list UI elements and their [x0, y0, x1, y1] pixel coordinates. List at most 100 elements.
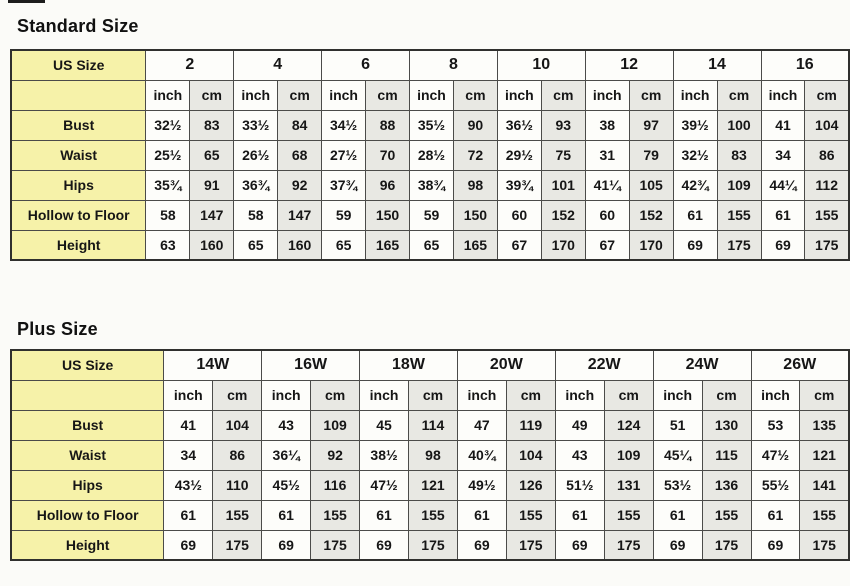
value-cell: 60: [584, 199, 630, 231]
value-cell: 35¾: [145, 169, 191, 201]
value-cell: 126: [505, 469, 556, 501]
inch-unit-cell: inch: [359, 379, 409, 411]
value-cell: 175: [799, 529, 850, 561]
value-cell: 47½: [750, 439, 801, 471]
cm-unit-cell: cm: [189, 79, 235, 111]
inch-unit-cell: inch: [163, 379, 214, 411]
value-cell: 92: [277, 169, 323, 201]
value-cell: 43: [554, 439, 605, 471]
value-cell: 79: [628, 139, 674, 171]
value-cell: 41: [163, 409, 214, 441]
inch-unit-cell: inch: [321, 79, 367, 111]
value-cell: 51: [652, 409, 703, 441]
value-cell: 109: [310, 409, 361, 441]
measurement-row: Hollow to Floor 61 155 61 155 61 155 61 155 61 155…: [10, 499, 850, 531]
value-cell: 100: [716, 109, 762, 141]
value-cell: 41: [760, 109, 806, 141]
value-cell: 39¾: [496, 169, 542, 201]
value-cell: 69: [456, 529, 507, 561]
row-label-cell: Hips: [10, 169, 147, 201]
value-cell: 69: [750, 529, 801, 561]
value-cell: 92: [310, 439, 361, 471]
value-cell: 86: [804, 139, 850, 171]
value-cell: 131: [603, 469, 654, 501]
value-cell: 29½: [496, 139, 542, 171]
inch-unit-cell: inch: [261, 379, 312, 411]
value-cell: 49½: [456, 469, 507, 501]
value-cell: 69: [672, 229, 718, 261]
row-label-cell: Hollow to Floor: [10, 499, 165, 531]
value-cell: 28½: [409, 139, 454, 171]
value-cell: 49: [554, 409, 605, 441]
value-cell: 58: [145, 199, 191, 231]
inch-unit-cell: inch: [145, 79, 191, 111]
row-label-cell: Height: [10, 229, 147, 261]
value-cell: 93: [540, 109, 586, 141]
standard-size-table: US Size 2 4 6 8 10 12 14 16 inch cm inch cm inch cm inc…: [10, 49, 850, 261]
plus-size-title: Plus Size: [17, 319, 98, 339]
value-cell: 175: [804, 229, 850, 261]
value-cell: 45: [359, 409, 409, 441]
cm-unit-cell: cm: [804, 79, 850, 111]
value-cell: 150: [452, 199, 498, 231]
size-header-cell: 16: [760, 49, 850, 81]
cm-unit-cell: cm: [716, 79, 762, 111]
inch-unit-cell: inch: [496, 79, 542, 111]
value-cell: 63: [145, 229, 191, 261]
value-cell: 175: [408, 529, 458, 561]
value-cell: 51½: [554, 469, 605, 501]
value-cell: 61: [261, 499, 312, 531]
value-cell: 136: [701, 469, 752, 501]
value-cell: 114: [408, 409, 458, 441]
inch-unit-cell: inch: [584, 79, 630, 111]
cm-unit-cell: cm: [505, 379, 556, 411]
value-cell: 42¾: [672, 169, 718, 201]
value-cell: 60: [496, 199, 542, 231]
value-cell: 61: [163, 499, 214, 531]
value-cell: 53½: [652, 469, 703, 501]
inch-unit-cell: inch: [233, 79, 279, 111]
value-cell: 34½: [321, 109, 367, 141]
value-cell: 67: [584, 229, 630, 261]
value-cell: 175: [212, 529, 263, 561]
value-cell: 155: [701, 499, 752, 531]
value-cell: 110: [212, 469, 263, 501]
value-cell: 175: [716, 229, 762, 261]
value-cell: 38½: [359, 439, 409, 471]
size-header-cell: 8: [409, 49, 498, 81]
cm-unit-cell: cm: [540, 79, 586, 111]
value-cell: 61: [672, 199, 718, 231]
empty-label-cell: [10, 79, 147, 111]
value-cell: 141: [799, 469, 850, 501]
value-cell: 155: [212, 499, 263, 531]
measurement-row: Hips 35¾ 91 36¾ 92 37¾ 96 38¾ 98 39¾ 101 41¼ 105 42¾ 1…: [10, 169, 850, 201]
value-cell: 155: [804, 199, 850, 231]
value-cell: 155: [716, 199, 762, 231]
row-label-cell: Hips: [10, 469, 165, 501]
value-cell: 38¾: [409, 169, 454, 201]
value-cell: 44¼: [760, 169, 806, 201]
value-cell: 36¼: [261, 439, 312, 471]
value-cell: 67: [496, 229, 542, 261]
value-cell: 175: [701, 529, 752, 561]
value-cell: 43: [261, 409, 312, 441]
inch-unit-cell: inch: [760, 79, 806, 111]
value-cell: 175: [505, 529, 556, 561]
value-cell: 86: [212, 439, 263, 471]
measurement-row: Height 63 160 65 160 65 165 65 165 67 170 67 170 69 17…: [10, 229, 850, 261]
value-cell: 65: [233, 229, 279, 261]
value-cell: 61: [652, 499, 703, 531]
value-cell: 35½: [409, 109, 454, 141]
value-cell: 152: [628, 199, 674, 231]
value-cell: 43½: [163, 469, 214, 501]
row-label-cell: Waist: [10, 139, 147, 171]
value-cell: 27½: [321, 139, 367, 171]
scan-artifact-strip: [8, 0, 45, 3]
value-cell: 68: [277, 139, 323, 171]
value-cell: 119: [505, 409, 556, 441]
value-cell: 160: [189, 229, 235, 261]
value-cell: 105: [628, 169, 674, 201]
value-cell: 98: [408, 439, 458, 471]
value-cell: 175: [310, 529, 361, 561]
